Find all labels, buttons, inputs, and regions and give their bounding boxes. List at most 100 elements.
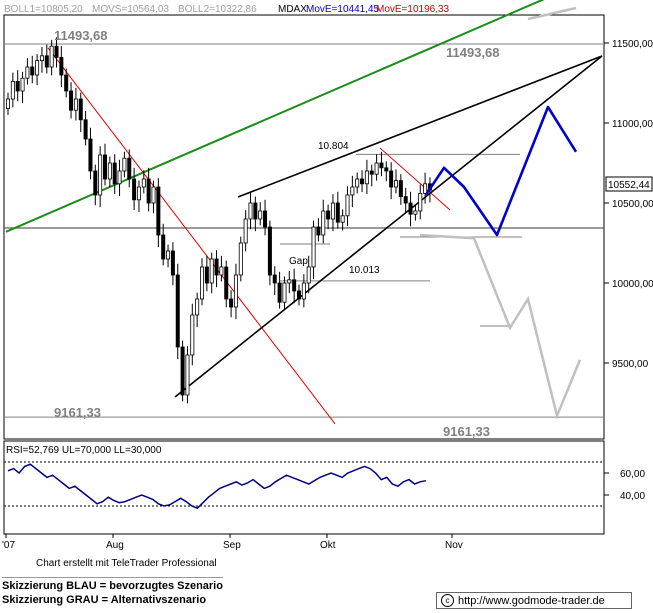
candle-body (379, 162, 384, 169)
candle-body (15, 81, 20, 92)
x-tick-label: Okt (320, 540, 336, 551)
low-annotation: 10.013 (349, 265, 380, 276)
candle-body (418, 192, 423, 212)
candle-body (258, 210, 263, 220)
green-channel-line (5, 0, 545, 233)
candle-body (335, 202, 340, 223)
gray-scenario-top (527, 6, 577, 21)
upper-wedge-line (237, 55, 603, 198)
candle-body (175, 274, 180, 348)
candle-body (403, 196, 408, 204)
candle-body (413, 210, 418, 215)
candle-body (199, 266, 204, 300)
candle-body (44, 55, 49, 68)
candle-body (282, 282, 287, 303)
candle-body (151, 186, 156, 204)
candle-body (117, 170, 122, 185)
candle-body (25, 66, 30, 79)
rsi-line (7, 463, 426, 510)
candle-body (360, 178, 365, 185)
y-tick-label: 10000,00 (612, 279, 653, 290)
scenario-legend: Skizzierung BLAU = bevorzugtes Szenario … (2, 577, 223, 607)
candle-body (185, 354, 190, 396)
candle-body (326, 210, 331, 220)
candle-body (98, 154, 103, 196)
candle-body (88, 138, 93, 172)
candle-body (161, 234, 166, 260)
candle-body (224, 266, 229, 300)
x-tick-label: Aug (106, 540, 124, 551)
candle-body (384, 167, 389, 172)
candle-body (229, 298, 234, 308)
candle-body (393, 180, 398, 188)
candle-body (83, 119, 88, 140)
rsi-tick-label: 40,00 (620, 491, 645, 502)
gap-annotation: Gap (289, 256, 308, 267)
y-tick-label: 9500,00 (612, 359, 649, 370)
candle-body (20, 77, 25, 92)
high-annotation: 10.804 (318, 141, 349, 152)
candle-body (389, 170, 394, 188)
legend-blue: Skizzierung BLAU = bevorzugtes Szenario (2, 580, 223, 592)
support-level-label-right: 9161,33 (443, 424, 490, 439)
candle-body (190, 314, 195, 356)
x-tick-label: Sep (223, 540, 241, 551)
candle-body (54, 45, 59, 58)
candle-body (166, 250, 171, 260)
candle-body (316, 226, 321, 236)
candle-body (195, 298, 200, 316)
y-tick-label: 11000,00 (612, 119, 653, 130)
main-panel-frame (3, 14, 605, 440)
red-short-trend-line (379, 147, 451, 211)
red-downtrend-line (47, 47, 336, 425)
candle-body (364, 170, 369, 185)
candle-body (374, 162, 379, 175)
candle-body (73, 98, 78, 111)
candle-body (238, 242, 243, 276)
candle-body (311, 226, 316, 268)
candle-body (146, 178, 151, 204)
candle-body (340, 215, 345, 223)
candle-body (219, 266, 224, 276)
copyright-icon: c (441, 594, 454, 607)
candle-body (39, 55, 44, 61)
candle-body (306, 266, 311, 284)
candle-body (141, 178, 146, 188)
candle-body (301, 282, 306, 300)
candle-body (204, 266, 209, 284)
gray-scenario-path (419, 233, 582, 420)
url-badge: c http://www.godmode-trader.de (436, 592, 632, 609)
lower-wedge-line (174, 55, 603, 398)
chart-credit: Chart erstellt mit TeleTrader Profession… (36, 558, 217, 569)
move1-label: MovE=10441,45 (306, 4, 380, 15)
rsi-label: RSI=52,769 UL=70,000 LL=30,000 (6, 445, 162, 456)
x-tick-label: '07 (2, 540, 15, 551)
rsi-tick-label: 60,00 (620, 469, 645, 480)
candle-body (292, 279, 297, 292)
movs-label: MOVS=10564,03 (92, 4, 169, 15)
y-tick-label: 11500,00 (612, 39, 653, 50)
last-price-label: 10552,44 (608, 180, 650, 191)
candle-body (78, 98, 83, 121)
resistance-level-label: 11493,68 (54, 28, 108, 43)
candle-body (107, 162, 112, 180)
support-level-label: 9161,33 (54, 405, 101, 420)
candle-body (170, 250, 175, 276)
blue-scenario-path (424, 105, 578, 237)
candle-body (296, 290, 301, 300)
candle-body (122, 157, 127, 172)
candle-body (69, 90, 74, 111)
candle-body (136, 186, 141, 201)
candle-body (330, 202, 335, 220)
y-tick-label: 10500,00 (612, 199, 653, 210)
candle-body (127, 157, 132, 180)
last-price-box (605, 176, 653, 192)
candle-body (243, 218, 248, 244)
candle-body (93, 170, 98, 196)
candle-body (6, 98, 11, 109)
candle-body (350, 186, 355, 196)
site-url[interactable]: http://www.godmode-trader.de (458, 594, 605, 607)
x-tick-label: Nov (445, 540, 463, 551)
boll2-label: BOLL2=10322,86 (178, 4, 257, 15)
candle-body (132, 178, 137, 201)
